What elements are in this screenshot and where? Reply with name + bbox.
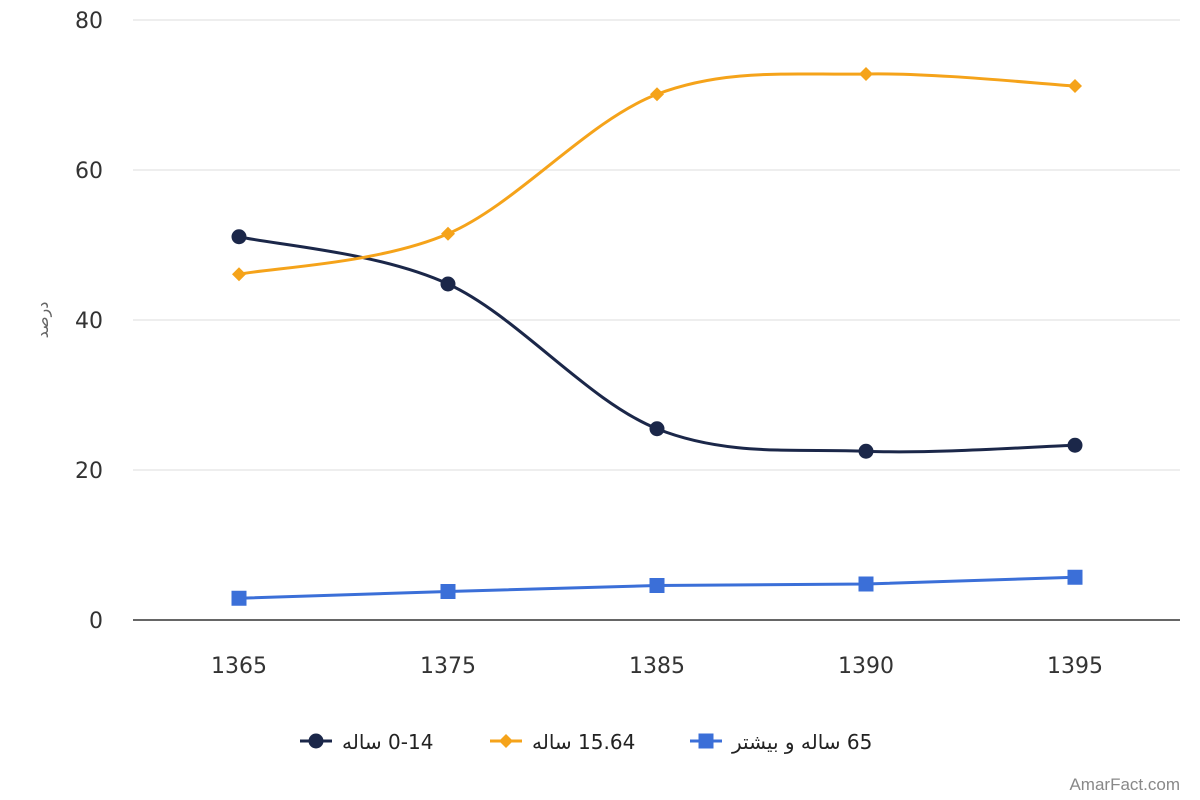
watermark-text: AmarFact.com: [1069, 775, 1180, 794]
series-2: [232, 67, 1082, 282]
data-point-1-1390[interactable]: [858, 443, 874, 459]
x-tick-label: 1365: [211, 654, 267, 679]
y-axis-title: درصد: [33, 302, 53, 339]
y-tick-label: 60: [75, 159, 103, 184]
legend-label: 15.64 ساله: [532, 730, 635, 754]
data-point-3-1375[interactable]: [440, 584, 456, 599]
x-axis-ticks: 1365 1375 1385 1390 1395: [211, 654, 1103, 679]
data-point-1-1395[interactable]: [1067, 437, 1083, 453]
data-point-3-1385[interactable]: [649, 578, 665, 593]
data-point-2-1395[interactable]: [1068, 79, 1082, 93]
x-tick-label: 1390: [838, 654, 894, 679]
data-point-2-1385[interactable]: [650, 87, 664, 102]
data-point-1-1365[interactable]: [231, 229, 247, 245]
data-point-2-1365[interactable]: [232, 267, 246, 282]
y-tick-label: 20: [75, 459, 103, 484]
data-point-3-1395[interactable]: [1067, 569, 1083, 585]
y-tick-label: 40: [75, 309, 103, 334]
data-point-2-1375[interactable]: [441, 226, 455, 241]
legend-marker-diamond[interactable]: [499, 734, 513, 748]
legend[interactable]: 0-14 ساله 15.64 ساله 65 ساله و بیشتر: [300, 730, 872, 754]
legend-label: 0-14 ساله: [342, 730, 433, 754]
series-layer: [231, 67, 1083, 606]
legend-marker-circle[interactable]: [308, 733, 324, 749]
legend-item-3[interactable]: 65 ساله و بیشتر: [690, 730, 872, 754]
data-point-1-1375[interactable]: [440, 276, 456, 292]
data-point-2-1390[interactable]: [859, 67, 873, 81]
x-tick-label: 1395: [1047, 654, 1103, 679]
data-point-3-1390[interactable]: [858, 576, 874, 592]
legend-label: 65 ساله و بیشتر: [731, 730, 872, 754]
data-point-1-1385[interactable]: [649, 421, 665, 437]
x-tick-label: 1375: [420, 654, 476, 679]
y-tick-label: 80: [75, 9, 103, 34]
legend-item-2[interactable]: 15.64 ساله: [490, 730, 635, 754]
y-tick-label: 0: [89, 609, 103, 634]
legend-item-1[interactable]: 0-14 ساله: [300, 730, 433, 754]
data-point-3-1365[interactable]: [231, 590, 247, 606]
y-axis-ticks: 0 20 40 60 80: [75, 9, 103, 634]
legend-marker-square[interactable]: [698, 733, 714, 749]
series-3: [231, 569, 1083, 606]
series-line-2: [238, 72, 1076, 276]
series-1: [231, 229, 1083, 459]
gridlines: [133, 19, 1180, 621]
x-tick-label: 1385: [629, 654, 685, 679]
series-line-1: [238, 235, 1076, 454]
